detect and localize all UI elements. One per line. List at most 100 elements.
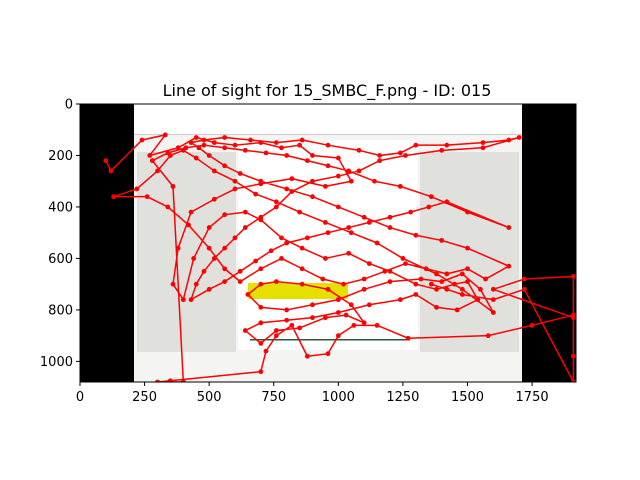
gaze-point <box>521 276 527 282</box>
gaze-point <box>480 140 486 146</box>
gaze-point <box>356 168 362 174</box>
screenshot-center-content <box>238 140 418 350</box>
gaze-point <box>465 266 470 272</box>
gaze-point <box>335 204 341 210</box>
gaze-point <box>193 281 199 287</box>
gaze-point <box>273 199 279 205</box>
gaze-point <box>444 286 450 292</box>
gaze-point <box>325 163 331 169</box>
gaze-point <box>165 150 171 156</box>
gaze-point <box>490 310 496 315</box>
gaze-point <box>139 137 145 143</box>
gaze-point <box>374 240 380 246</box>
gaze-point <box>222 163 228 169</box>
gaze-point <box>206 245 212 251</box>
gaze-point <box>325 351 331 357</box>
gaze-path-line <box>105 134 575 382</box>
chart-title: Line of sight for 15_SMBC_F.png - ID: 01… <box>163 81 492 101</box>
gaze-point <box>232 178 238 184</box>
gaze-point <box>188 297 194 303</box>
gaze-point <box>258 178 264 184</box>
gaze-point <box>341 281 346 287</box>
gaze-point <box>310 302 315 308</box>
gaze-point <box>206 225 212 230</box>
gaze-point <box>485 333 491 339</box>
x-tick-label: 1250 <box>386 390 419 405</box>
gaze-point <box>304 158 310 164</box>
gaze-point <box>335 297 341 303</box>
gaze-point <box>444 142 450 148</box>
gaze-point <box>571 353 576 359</box>
gaze-point <box>183 145 189 151</box>
gaze-point <box>297 142 302 148</box>
gaze-point <box>211 168 217 174</box>
gaze-point <box>155 379 160 382</box>
gaze-point <box>299 137 305 143</box>
x-tick-label: 1000 <box>322 390 355 405</box>
gaze-point <box>168 378 173 382</box>
gaze-point <box>273 204 279 210</box>
gaze-point <box>439 238 445 243</box>
gaze-point <box>439 147 445 153</box>
gaze-point <box>201 268 207 274</box>
gaze-point <box>297 325 302 331</box>
gaze-point <box>279 256 284 261</box>
gaze-point <box>351 322 357 328</box>
gaze-point <box>490 286 496 292</box>
gaze-point <box>297 209 302 215</box>
gaze-point <box>405 335 411 341</box>
gaze-point <box>571 315 576 321</box>
letterbox-left <box>80 104 134 382</box>
gaze-point <box>232 142 238 148</box>
gaze-point <box>211 196 217 202</box>
gaze-point <box>506 263 512 269</box>
gaze-point <box>149 158 155 164</box>
gaze-point <box>299 245 305 251</box>
gaze-point <box>377 158 383 164</box>
gaze-point <box>222 245 228 251</box>
gaze-point <box>237 279 243 285</box>
background-screenshot <box>80 104 576 382</box>
gaze-point <box>165 204 171 210</box>
screenshot-highlight <box>248 283 348 299</box>
gaze-point <box>506 225 512 230</box>
gaze-point <box>193 135 199 140</box>
gaze-point <box>490 297 496 303</box>
gaze-point <box>180 379 186 382</box>
gaze-point <box>237 171 243 176</box>
x-tick-label: 1500 <box>451 390 484 405</box>
gaze-point <box>186 222 191 228</box>
gaze-point <box>284 186 290 192</box>
gaze-point <box>465 279 470 285</box>
gaze-point <box>196 145 202 151</box>
gaze-point <box>335 173 341 179</box>
gaze-point <box>242 209 248 215</box>
gaze-point <box>465 209 470 215</box>
gaze-point <box>304 353 310 359</box>
gaze-point <box>258 369 264 375</box>
gaze-point <box>408 209 414 215</box>
gaze-point <box>258 214 264 220</box>
gaze-point <box>366 302 372 308</box>
gaze-point <box>310 194 315 200</box>
gaze-point <box>361 276 367 282</box>
gaze-point <box>222 145 228 151</box>
gaze-point <box>459 286 465 292</box>
gaze-point <box>206 286 212 292</box>
gaze-point <box>323 220 328 225</box>
gaze-point <box>387 268 393 274</box>
gaze-point <box>382 268 388 274</box>
x-tick-label: 250 <box>132 390 157 405</box>
gaze-point <box>191 256 197 261</box>
gaze-point <box>193 155 199 161</box>
gaze-point <box>201 137 207 143</box>
screenshot-right-panel <box>420 152 519 352</box>
gaze-point <box>475 297 481 303</box>
x-tick-label: 750 <box>261 390 286 405</box>
y-tick-label: 0 <box>65 98 73 113</box>
gaze-point <box>206 153 212 158</box>
gaze-point <box>284 307 290 313</box>
gaze-point <box>263 150 269 156</box>
gaze-point <box>335 310 341 315</box>
